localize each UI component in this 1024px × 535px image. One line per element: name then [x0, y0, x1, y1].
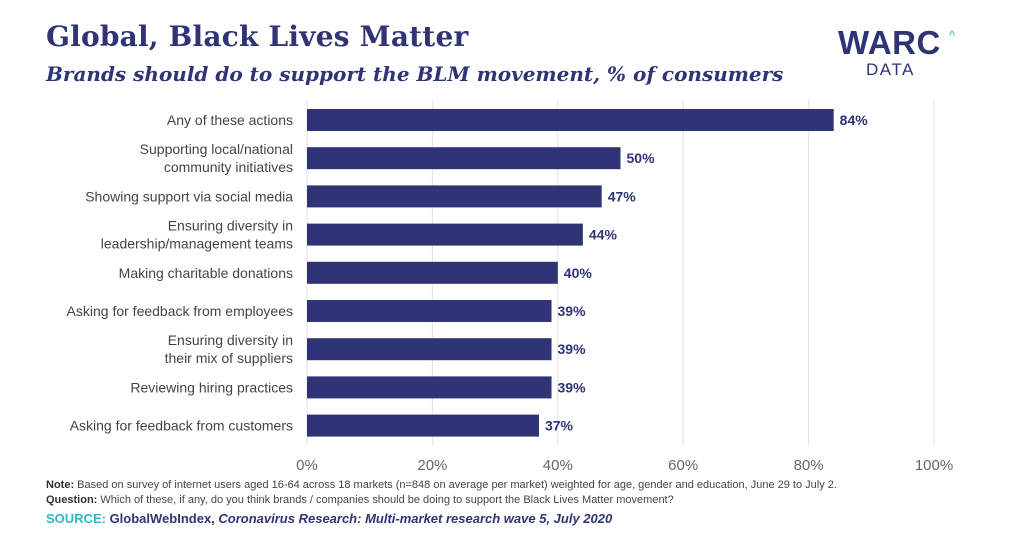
source-org: GlobalWebIndex, [105, 511, 219, 526]
category-label: Making charitable donations [119, 265, 293, 281]
category-label: Supporting local/national community initi… [140, 141, 293, 175]
note-label: Note: [46, 479, 75, 491]
bar-value-label: 44% [589, 227, 618, 243]
bar-value-label: 37% [545, 418, 574, 434]
category-label-line: Showing support via social media [85, 188, 293, 204]
bar-value-label: 40% [564, 265, 593, 281]
note-text: Based on survey of internet users aged 1… [74, 479, 837, 491]
x-tick-label: 20% [417, 457, 447, 474]
category-label-line: Ensuring diversity in [168, 218, 293, 234]
category-label: Reviewing hiring practices [130, 379, 293, 395]
chart-notes: Note: Based on survey of internet users … [46, 478, 837, 508]
question-text: Which of these, if any, do you think bra… [97, 494, 674, 506]
bar [307, 300, 552, 322]
value-labels: 84% 50% 47% 44% 40% 39% 39% 39% 37% [545, 112, 868, 434]
category-label: Asking for feedback from customers [70, 418, 293, 434]
category-label-line: Asking for feedback from customers [70, 418, 293, 434]
logo-subtext: DATA [866, 60, 915, 79]
question-label: Question: [46, 494, 98, 506]
category-label: Showing support via social media [85, 188, 293, 204]
category-label-line: Ensuring diversity in [168, 332, 293, 348]
category-label-line: Supporting local/national [140, 141, 293, 157]
category-label-line: Making charitable donations [119, 265, 293, 281]
note-line: Note: Based on survey of internet users … [46, 478, 837, 493]
bar-value-label: 39% [558, 341, 587, 357]
category-label-line: leadership/management teams [101, 236, 293, 252]
category-label: Ensuring diversity in leadership/manageme… [101, 218, 293, 252]
source-title: Coronavirus Research: Multi-market resea… [218, 511, 613, 526]
bar-value-label: 47% [608, 188, 637, 204]
bar [307, 147, 621, 170]
bar [307, 414, 539, 437]
logo-wordmark: WARC [838, 24, 941, 61]
bar [307, 376, 552, 399]
category-label-line: their mix of suppliers [165, 350, 293, 366]
category-label-line: Asking for feedback from employees [67, 303, 293, 319]
x-tick-label: 80% [794, 457, 824, 474]
chart-title: Global, Black Lives Matter [46, 20, 469, 53]
bar [307, 223, 583, 246]
category-label: Asking for feedback from employees [67, 303, 293, 319]
source-label: SOURCE: [46, 511, 106, 526]
bar [307, 338, 552, 361]
category-label-line: Any of these actions [167, 112, 293, 128]
x-axis-ticks: 0% 20% 40% 60% 80% 100% [296, 457, 953, 474]
x-tick-label: 100% [915, 457, 953, 474]
bar-value-label: 39% [558, 379, 587, 395]
bar [307, 261, 558, 284]
category-label: Any of these actions [167, 112, 293, 128]
bar [307, 109, 834, 131]
bar-value-label: 84% [840, 112, 869, 128]
x-tick-label: 60% [668, 457, 698, 474]
warc-data-logo: WARC ^ DATA [838, 26, 968, 86]
x-tick-label: 40% [543, 457, 573, 474]
bar-value-label: 50% [627, 150, 656, 166]
chart-subtitle: Brands should do to support the BLM move… [46, 62, 784, 86]
x-tick-label: 0% [296, 457, 318, 474]
bar [307, 185, 602, 208]
bar-value-label: 39% [558, 303, 587, 319]
chart-bars [307, 109, 834, 437]
question-line: Question: Which of these, if any, do you… [46, 493, 837, 508]
source-line: SOURCE: GlobalWebIndex, Coronavirus Rese… [46, 511, 612, 526]
category-label-line: community initiatives [164, 159, 293, 175]
category-label-line: Reviewing hiring practices [130, 379, 293, 395]
logo-caret-icon: ^ [949, 28, 956, 43]
category-label: Ensuring diversity in their mix of suppli… [165, 332, 293, 366]
category-labels: Any of these actions Supporting local/nat… [67, 112, 294, 434]
